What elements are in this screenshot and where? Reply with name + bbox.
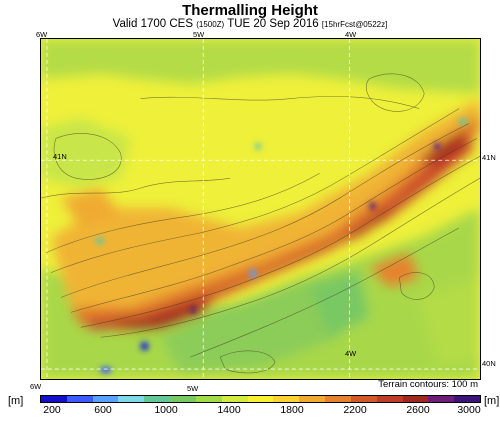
colorbar-tick-label: 2600 [406,404,430,416]
colorbar-segment [402,396,429,402]
field-low-areas [41,39,480,379]
coord-label-right-mid: 41N [482,153,496,162]
unit-label-right: [m] [484,395,500,407]
colorbar-tick-label: 3000 [457,404,481,416]
colorbar-segment [195,396,222,402]
colorbar-segment [376,396,403,402]
colorbar-segment [273,396,300,402]
colorbar-segment [350,396,377,402]
forecast-date: TUE 20 Sep 2016 [227,18,319,30]
valid-time: Valid 1700 CES [112,18,193,30]
graticule [41,39,480,379]
map-title: Thermalling Height [182,2,318,19]
colorbar-tick-label: 1400 [217,404,241,416]
utc-time: (1500Z) [196,20,225,29]
coord-label-inner-bottom: 4W [345,349,357,358]
colorbar [40,395,481,403]
thermalling-height-map: 6W 5W 4W [40,38,481,380]
colorbar-tick-label: 2200 [343,404,367,416]
terrain-contours [41,73,480,374]
field-high-ridge [50,98,480,333]
forecast-run: [15hrFcst@0522z] [321,20,388,29]
colorbar-segment [118,396,145,402]
colorbar-tick-label: 200 [43,404,61,416]
colorbar-tick-label: 600 [94,404,112,416]
colorbar-segment [428,396,455,402]
colorbar-segment [299,396,326,402]
coord-label-bottom-left: 6W [30,382,42,391]
field-speckles [95,118,468,374]
coord-label-left-mid: 41N [53,152,67,161]
colorbar-segment [247,396,274,402]
colorbar-segment [92,396,119,402]
coord-label-right-bottom: 40N [482,359,496,368]
unit-label-left: [m] [8,395,24,407]
colorbar-segment [41,396,67,402]
coord-label-top-right-outer: 4W [345,30,357,39]
coord-label-bottom-mid: 5W [187,384,199,393]
colorbar-tick-label: 1000 [154,404,178,416]
colorbar-segment [144,396,171,402]
colorbar-segment [454,396,481,402]
coord-label-top-left-outer: 6W [36,30,48,39]
map-subtitle: Valid 1700 CES (1500Z) TUE 20 Sep 2016 [… [0,18,500,30]
terrain-contours-note: Terrain contours: 100 m [378,379,478,390]
colorbar-segment [325,396,351,402]
colorbar-ticks: 200 600 1000 1400 1800 2200 2600 3000 [40,404,481,418]
colorbar-segment [221,396,248,402]
map-field [41,39,480,379]
colorbar-tick-label: 1800 [280,404,304,416]
colorbar-segment [66,396,93,402]
coord-label-top-mid-outer: 5W [193,30,205,39]
colorbar-segment [170,396,196,402]
